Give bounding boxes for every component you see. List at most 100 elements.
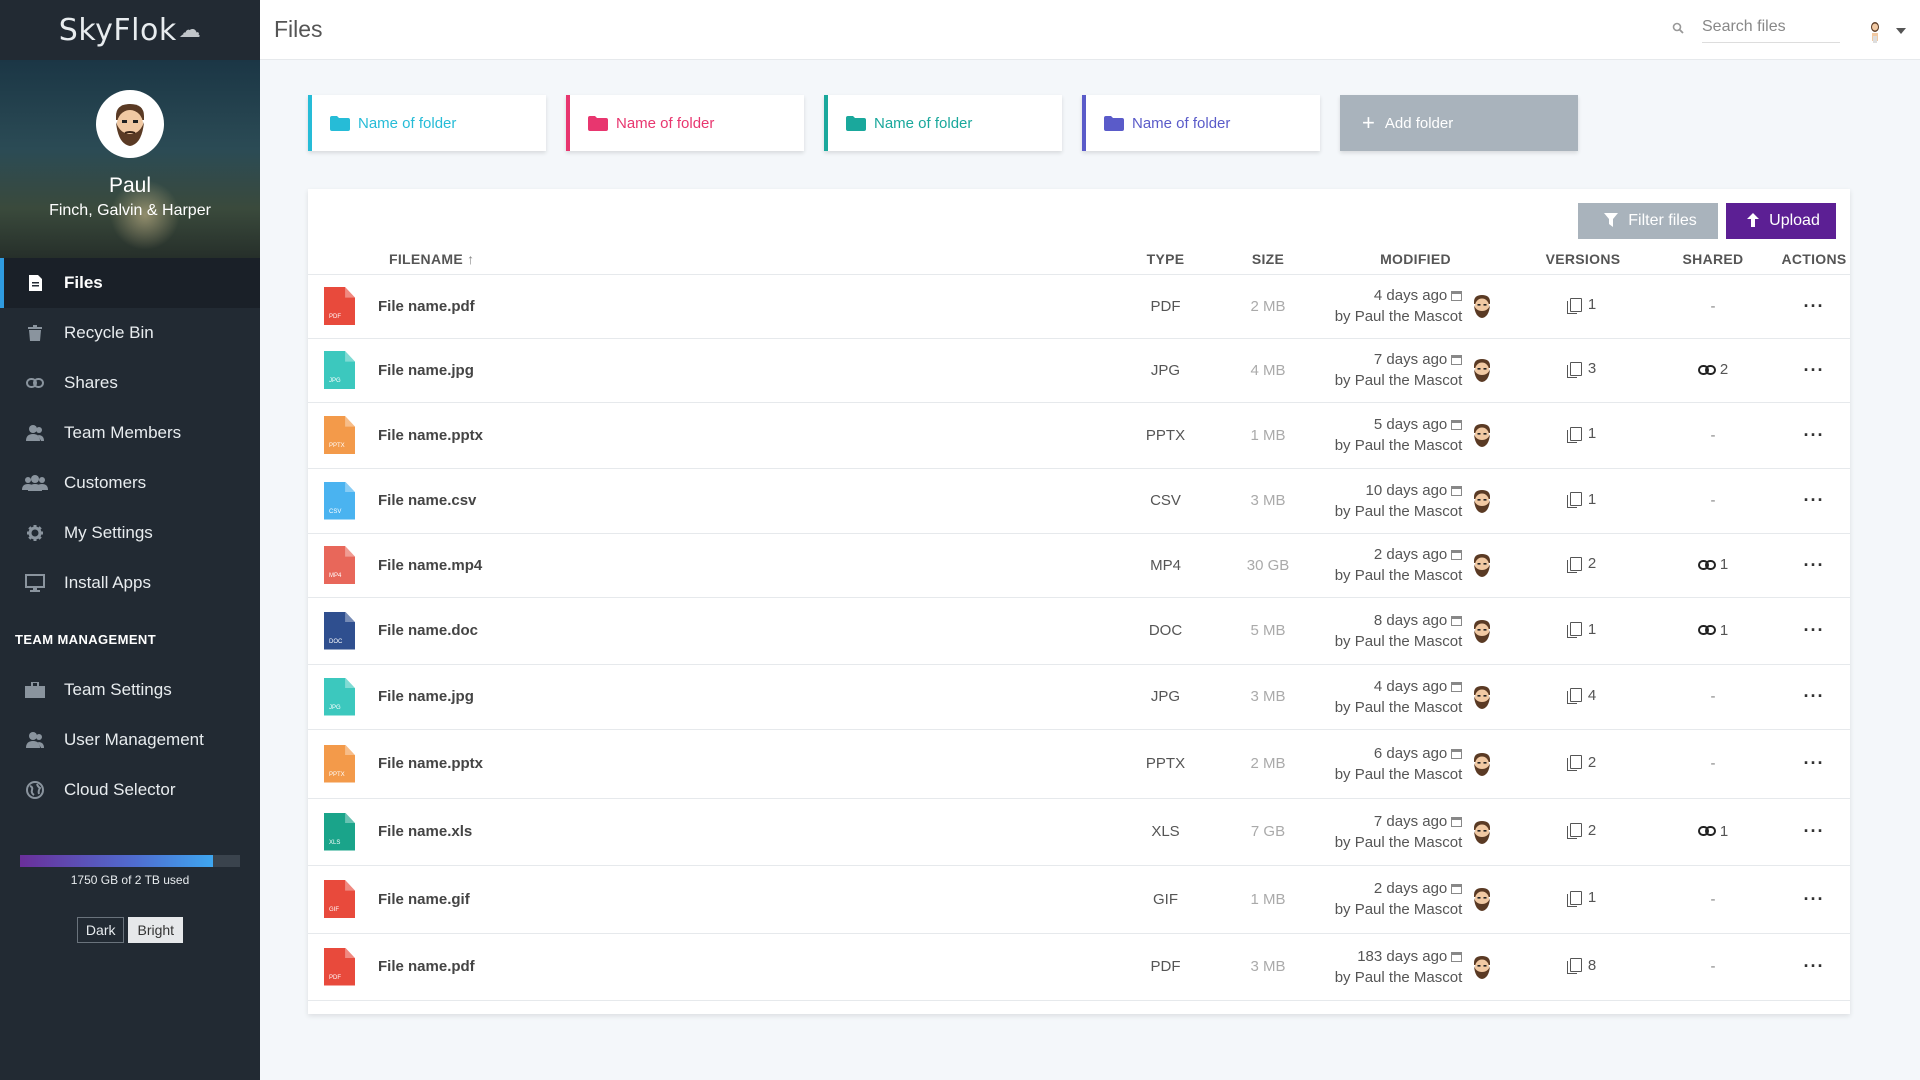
- calendar-icon: [1451, 291, 1463, 302]
- file-name[interactable]: File name.pdf: [378, 274, 1108, 339]
- file-versions[interactable]: 3: [1518, 338, 1648, 403]
- nav-item-files[interactable]: Files: [0, 258, 260, 308]
- user-menu[interactable]: [1864, 18, 1906, 44]
- shared-count[interactable]: 1: [1697, 622, 1728, 639]
- nav-item-cloud-selector[interactable]: Cloud Selector: [0, 765, 260, 815]
- more-actions-icon[interactable]: ···: [1803, 686, 1825, 706]
- file-versions[interactable]: 4: [1518, 664, 1648, 730]
- file-versions[interactable]: 1: [1518, 468, 1648, 534]
- storage-text: 1750 GB of 2 TB used: [70, 873, 190, 887]
- file-name[interactable]: File name.pptx: [378, 402, 1108, 469]
- file-actions: ···: [1778, 402, 1850, 469]
- nav-item-label: My Settings: [64, 523, 153, 542]
- table-row[interactable]: PPTX File name.pptx PPTX 1 MB 5 days ago by P…: [308, 402, 1850, 469]
- file-versions[interactable]: 1: [1518, 274, 1648, 339]
- nav-item-install-apps[interactable]: Install Apps: [0, 558, 260, 608]
- calendar-icon: [1451, 681, 1463, 692]
- column-header-shared[interactable]: SHARED: [1648, 244, 1778, 275]
- more-actions-icon[interactable]: ···: [1803, 359, 1825, 380]
- more-actions-icon[interactable]: ···: [1803, 888, 1825, 909]
- folder-icon: [588, 115, 608, 131]
- mascot-avatar-icon: [1469, 293, 1496, 319]
- shared-count[interactable]: 1: [1697, 556, 1728, 573]
- column-header-type[interactable]: TYPE: [1108, 244, 1223, 275]
- nav-item-shares[interactable]: Shares: [0, 358, 260, 408]
- file-name[interactable]: File name.jpg: [378, 664, 1108, 730]
- upload-button[interactable]: Upload: [1726, 203, 1836, 239]
- folder-card[interactable]: Name of folder: [566, 95, 804, 151]
- more-actions-icon[interactable]: ···: [1803, 490, 1825, 510]
- nav-item-user-management[interactable]: User Management: [0, 715, 260, 765]
- briefcase-icon: [22, 680, 48, 700]
- file-name[interactable]: File name.pdf: [378, 933, 1108, 1001]
- theme-bright-button[interactable]: Bright: [128, 917, 184, 943]
- more-actions-icon[interactable]: ···: [1803, 554, 1825, 575]
- versions-count: 3: [1587, 360, 1597, 378]
- table-row[interactable]: PPTX File name.pptx PPTX 2 MB 6 days ago by P…: [308, 729, 1850, 799]
- theme-dark-button[interactable]: Dark: [76, 917, 125, 943]
- pdf-file-icon: PDF: [324, 947, 355, 986]
- table-row[interactable]: DOC File name.doc DOC 5 MB 8 days ago by Paul…: [308, 597, 1850, 665]
- nav-item-label: Cloud Selector: [64, 780, 176, 799]
- add-folder-button[interactable]: + Add folder: [1340, 95, 1578, 151]
- table-row[interactable]: MP4 File name.mp4 MP4 30 GB 2 days ago by Pau…: [308, 533, 1850, 598]
- folder-card[interactable]: Name of folder: [308, 95, 546, 151]
- file-modified: 10 days ago by Paul the Mascot: [1313, 468, 1518, 534]
- nav-item-team-members[interactable]: Team Members: [0, 408, 260, 458]
- file-shared: 1: [1648, 597, 1778, 665]
- folder-card[interactable]: Name of folder: [1082, 95, 1320, 151]
- table-row[interactable]: PDF File name.pdf PDF 2 MB 4 days ago by Paul…: [308, 274, 1850, 339]
- file-name[interactable]: File name.jpg: [378, 338, 1108, 403]
- nav-item-team-settings[interactable]: Team Settings: [0, 665, 260, 715]
- table-row[interactable]: PDF File name.pdf PDF 3 MB 183 days ago by Pa…: [308, 933, 1850, 1001]
- table-row[interactable]: JPG File name.jpg JPG 3 MB 4 days ago by Paul…: [308, 664, 1850, 730]
- filter-files-button[interactable]: Filter files: [1578, 203, 1718, 239]
- column-header-modified[interactable]: MODIFIED: [1313, 244, 1518, 275]
- shared-count[interactable]: 1: [1697, 823, 1728, 840]
- versions-count: 1: [1587, 425, 1597, 443]
- table-row[interactable]: XLS File name.xls XLS 7 GB 7 days ago by Paul…: [308, 798, 1850, 866]
- column-header-size[interactable]: SIZE: [1223, 244, 1313, 275]
- file-versions[interactable]: 2: [1518, 533, 1648, 598]
- modified-by: by Paul the Mascot: [1334, 968, 1463, 986]
- search-input[interactable]: [1702, 14, 1840, 43]
- file-modified: 2 days ago by Paul the Mascot: [1313, 533, 1518, 598]
- file-versions[interactable]: 8: [1518, 933, 1648, 1001]
- modified-by: by Paul the Mascot: [1334, 437, 1463, 454]
- table-row[interactable]: CSV File name.csv CSV 3 MB 10 days ago by Pau…: [308, 468, 1850, 534]
- file-versions[interactable]: 2: [1518, 798, 1648, 866]
- search-icon[interactable]: [1672, 21, 1684, 37]
- file-versions[interactable]: 1: [1518, 402, 1648, 469]
- more-actions-icon[interactable]: ···: [1803, 620, 1825, 640]
- file-name[interactable]: File name.mp4: [378, 533, 1108, 598]
- file-name[interactable]: File name.xls: [378, 798, 1108, 866]
- more-actions-icon[interactable]: ···: [1803, 424, 1825, 445]
- modified-time: 183 days ago: [1357, 947, 1448, 965]
- nav-item-my-settings[interactable]: My Settings: [0, 508, 260, 558]
- nav-item-customers[interactable]: Customers: [0, 458, 260, 508]
- nav-item-label: Recycle Bin: [64, 323, 154, 342]
- file-name[interactable]: File name.csv: [378, 468, 1108, 534]
- table-row[interactable]: JPG File name.jpg JPG 4 MB 7 days ago by Paul…: [308, 338, 1850, 403]
- column-header-versions[interactable]: VERSIONS: [1518, 244, 1648, 275]
- nav-item-recycle-bin[interactable]: Recycle Bin: [0, 308, 260, 358]
- more-actions-icon[interactable]: ···: [1803, 821, 1825, 841]
- avatar[interactable]: [96, 90, 164, 158]
- file-shared: -: [1648, 402, 1778, 469]
- table-row[interactable]: GIF File name.gif GIF 1 MB 2 days ago by Paul…: [308, 865, 1850, 934]
- file-versions[interactable]: 2: [1518, 729, 1648, 799]
- file-versions[interactable]: 1: [1518, 865, 1648, 934]
- file-name[interactable]: File name.pptx: [378, 729, 1108, 799]
- more-actions-icon[interactable]: ···: [1803, 956, 1825, 976]
- more-actions-icon[interactable]: ···: [1803, 753, 1825, 773]
- folder-card[interactable]: Name of folder: [824, 95, 1062, 151]
- file-versions[interactable]: 1: [1518, 597, 1648, 665]
- file-name[interactable]: File name.doc: [378, 597, 1108, 665]
- more-actions-icon[interactable]: ···: [1803, 295, 1825, 316]
- calendar-icon: [1451, 550, 1463, 561]
- shared-count[interactable]: 2: [1697, 361, 1728, 378]
- not-shared-marker: -: [1710, 426, 1716, 444]
- file-name[interactable]: File name.gif: [378, 865, 1108, 934]
- brand-logo[interactable]: SkyFlok ☁: [0, 0, 260, 60]
- column-header-filename[interactable]: FILENAME ↑: [308, 244, 1108, 275]
